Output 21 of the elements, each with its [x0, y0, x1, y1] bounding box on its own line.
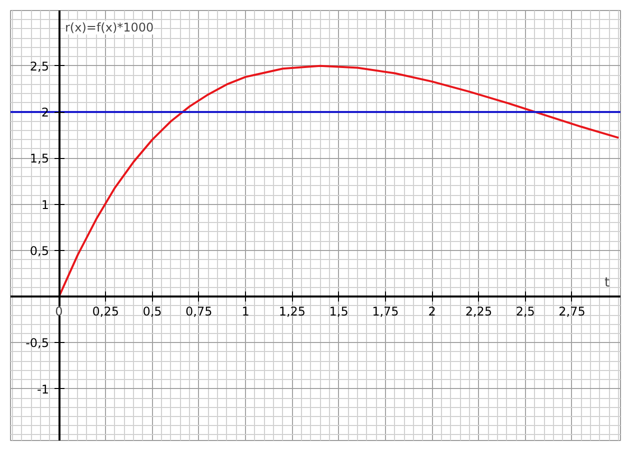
x-tick-label: 1,75: [372, 304, 399, 319]
x-tick-label: 0,25: [92, 304, 119, 319]
y-tick-label: -0,5: [26, 336, 50, 350]
x-tick-label: 2,5: [516, 304, 535, 319]
x-tick-label: 1,25: [278, 304, 306, 319]
x-tick-label: 2,75: [558, 304, 586, 319]
y-axis-title: r(x)=f(x)*1000: [65, 20, 154, 34]
x-tick-label: 0,75: [186, 304, 212, 319]
x-axis-title: t: [604, 276, 610, 291]
y-tick-label: 1,5: [30, 152, 50, 166]
y-tick-label: 1: [41, 198, 50, 212]
x-tick-label: 1: [242, 304, 250, 319]
x-tick-label: 2: [428, 304, 436, 319]
y-tick-label: 0,5: [30, 244, 50, 258]
y-tick-label: -1: [37, 382, 50, 396]
y-tick-label: 2,5: [30, 59, 50, 74]
x-tick-label: 1,5: [329, 304, 348, 319]
x-tick-label: 0,5: [142, 304, 162, 319]
x-tick-label: 0: [55, 304, 63, 319]
line-series: [58, 64, 620, 298]
x-tick-label: 2,25: [465, 304, 492, 319]
